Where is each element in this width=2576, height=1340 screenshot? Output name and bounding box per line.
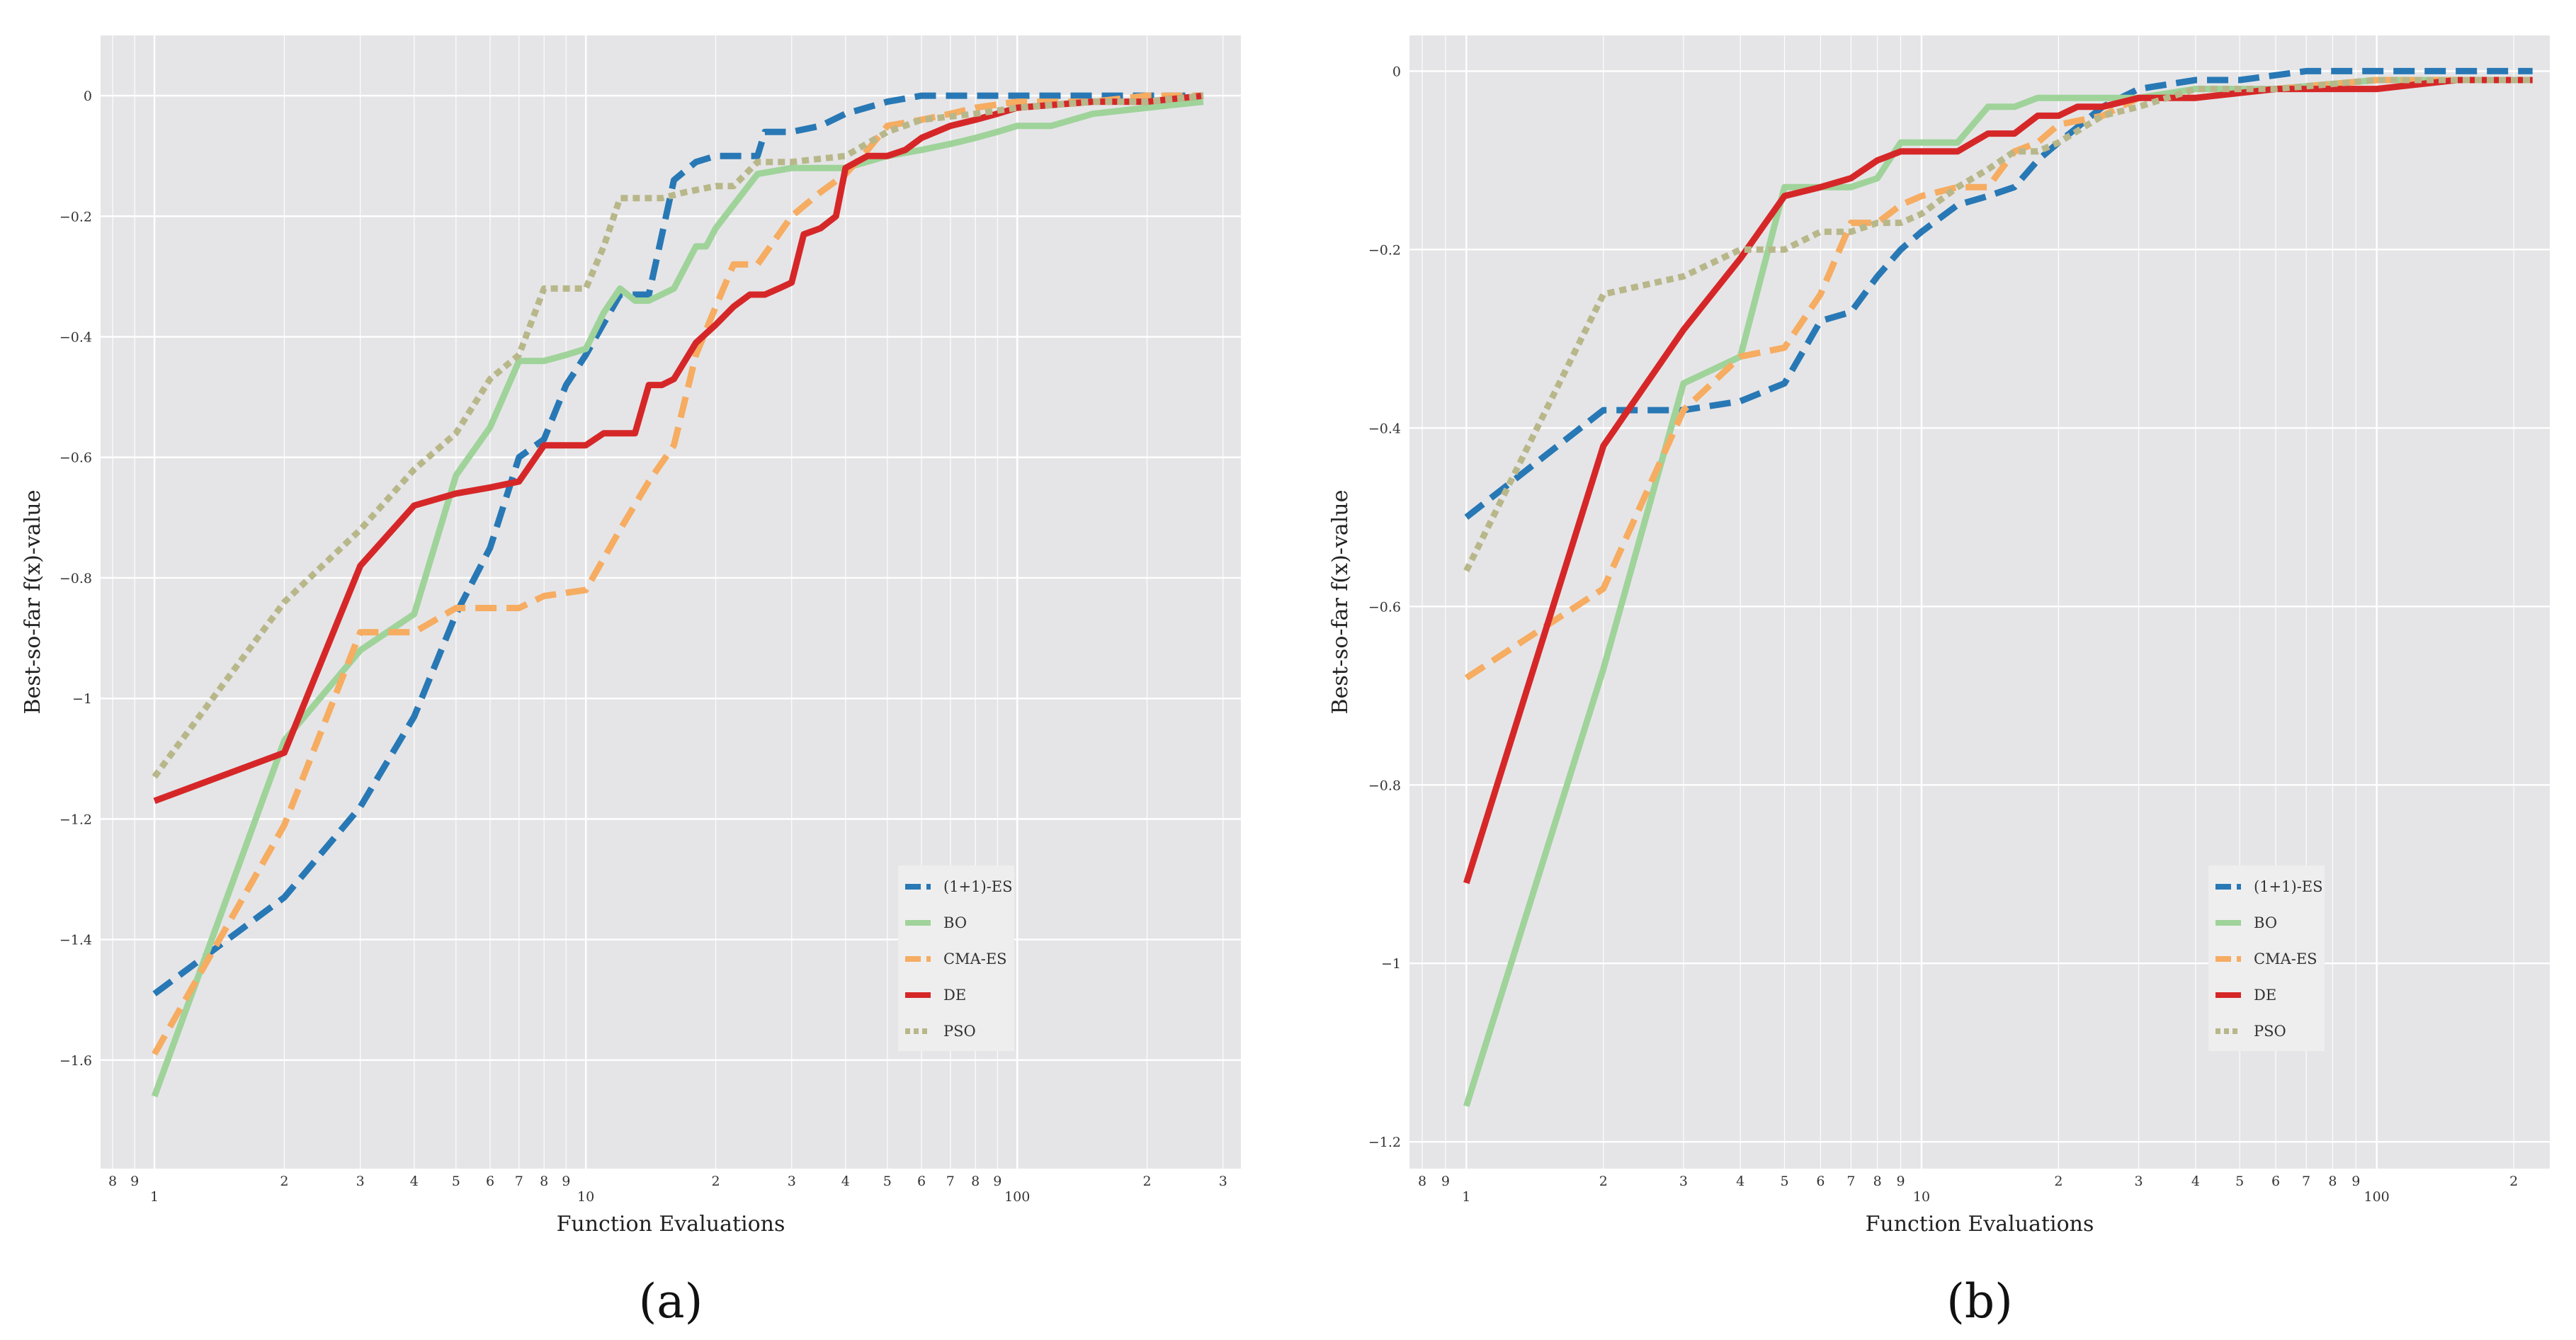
x-minor-tick-label: 8: [108, 1174, 117, 1189]
x-minor-tick-label: 5: [2235, 1174, 2244, 1189]
x-minor-tick-label: 4: [2191, 1174, 2200, 1189]
legend-entry: CMA-ES: [2254, 950, 2317, 967]
legend-entry: DE: [2254, 987, 2276, 1004]
x-minor-tick-label: 9: [993, 1174, 1002, 1189]
y-tick-label: −0.2: [59, 209, 92, 225]
y-tick-label: −1: [1381, 956, 1401, 972]
legend: (1+1)-ES BO CMA-ES DE PSO: [2208, 865, 2325, 1051]
legend-entry: BO: [943, 914, 967, 931]
x-minor-tick-label: 7: [515, 1174, 523, 1189]
x-axis-label: Function Evaluations: [1866, 1212, 2094, 1237]
y-tick-label: −1.2: [59, 812, 92, 827]
x-minor-tick-label: 9: [1897, 1174, 1905, 1189]
x-major-tick-label: 1: [150, 1189, 159, 1205]
x-minor-tick-label: 7: [946, 1174, 955, 1189]
x-minor-tick-label: 2: [280, 1174, 288, 1189]
x-minor-tick-label: 7: [1846, 1174, 1855, 1189]
y-tick-label: −0.8: [1368, 778, 1401, 793]
x-major-tick-label: 100: [1004, 1189, 1030, 1205]
x-minor-tick-label: 2: [1599, 1174, 1608, 1189]
plot-area: [101, 35, 1241, 1169]
x-minor-tick-label: 9: [2351, 1174, 2360, 1189]
x-minor-tick-label: 4: [1736, 1174, 1744, 1189]
x-minor-tick-label: 6: [2271, 1174, 2280, 1189]
x-minor-tick-label: 9: [562, 1174, 570, 1189]
x-minor-tick-label: 2: [711, 1174, 720, 1189]
x-minor-tick-label: 3: [2135, 1174, 2143, 1189]
x-minor-tick-label: 2: [2509, 1174, 2518, 1189]
y-tick-label: 0: [1392, 64, 1401, 79]
x-minor-tick-label: 8: [1418, 1174, 1426, 1189]
y-tick-label: −1.4: [59, 933, 92, 948]
legend-entry: PSO: [943, 1023, 976, 1040]
panel-label: (b): [1946, 1274, 2013, 1329]
x-minor-tick-label: 5: [883, 1174, 892, 1189]
x-minor-tick-label: 8: [2328, 1174, 2337, 1189]
x-major-tick-label: 10: [577, 1189, 594, 1205]
y-tick-label: −0.4: [1368, 421, 1401, 436]
x-minor-tick-label: 2: [1142, 1174, 1151, 1189]
series-line-pso: [152, 92, 1204, 779]
series-line-1-1-es: [1464, 67, 2533, 520]
x-axis-label: Function Evaluations: [557, 1212, 785, 1237]
series-line-bo: [151, 98, 1204, 1098]
x-minor-tick-label: 3: [1679, 1174, 1688, 1189]
y-tick-label: −1.2: [1368, 1135, 1401, 1150]
x-minor-tick-label: 6: [917, 1174, 926, 1189]
legend: (1+1)-ES BO CMA-ES DE PSO: [898, 865, 1014, 1051]
x-minor-tick-label: 9: [130, 1174, 139, 1189]
x-minor-tick-label: 4: [410, 1174, 419, 1189]
y-tick-label: −1.6: [59, 1053, 92, 1069]
legend-entry: (1+1)-ES: [2254, 878, 2323, 895]
x-minor-tick-label: 6: [486, 1174, 494, 1189]
x-minor-tick-label: 8: [540, 1174, 548, 1189]
x-major-tick-label: 10: [1913, 1189, 1930, 1205]
x-minor-tick-label: 8: [971, 1174, 980, 1189]
y-tick-label: −0.4: [59, 330, 92, 346]
panel-label: (a): [639, 1274, 703, 1329]
x-minor-tick-label: 2: [2054, 1174, 2062, 1189]
plot-area: [1409, 35, 2550, 1169]
x-major-tick-label: 100: [2364, 1189, 2390, 1205]
series-line-pso: [1463, 76, 2533, 572]
legend-entry: PSO: [2254, 1023, 2286, 1040]
legend-entry: DE: [943, 987, 966, 1004]
x-major-tick-label: 1: [1462, 1189, 1470, 1205]
x-minor-tick-label: 5: [452, 1174, 460, 1189]
y-tick-label: 0: [84, 89, 92, 104]
legend-entry: BO: [2254, 914, 2277, 931]
series-line-cma-es: [152, 92, 1203, 1056]
y-tick-label: −0.8: [59, 571, 92, 586]
y-tick-label: −1: [72, 691, 92, 707]
x-minor-tick-label: 8: [1873, 1174, 1882, 1189]
legend-entry: CMA-ES: [943, 950, 1007, 967]
x-minor-tick-label: 5: [1780, 1174, 1788, 1189]
x-minor-tick-label: 6: [1816, 1174, 1825, 1189]
x-minor-tick-label: 4: [841, 1174, 850, 1189]
y-axis-label: Best-so-far f(x)-value: [1328, 490, 1353, 715]
y-tick-label: −0.6: [59, 450, 92, 466]
x-minor-tick-label: 7: [2302, 1174, 2310, 1189]
x-minor-tick-label: 3: [1219, 1174, 1227, 1189]
series-line-1-1-es: [152, 92, 1203, 997]
x-minor-tick-label: 3: [356, 1174, 365, 1189]
series-line-de: [153, 92, 1204, 805]
y-axis-label: Best-so-far f(x)-value: [21, 490, 45, 715]
legend-entry: (1+1)-ES: [943, 878, 1013, 895]
y-tick-label: −0.6: [1368, 599, 1401, 615]
x-minor-tick-label: 3: [788, 1174, 796, 1189]
x-minor-tick-label: 9: [1441, 1174, 1450, 1189]
y-tick-label: −0.2: [1368, 242, 1401, 258]
